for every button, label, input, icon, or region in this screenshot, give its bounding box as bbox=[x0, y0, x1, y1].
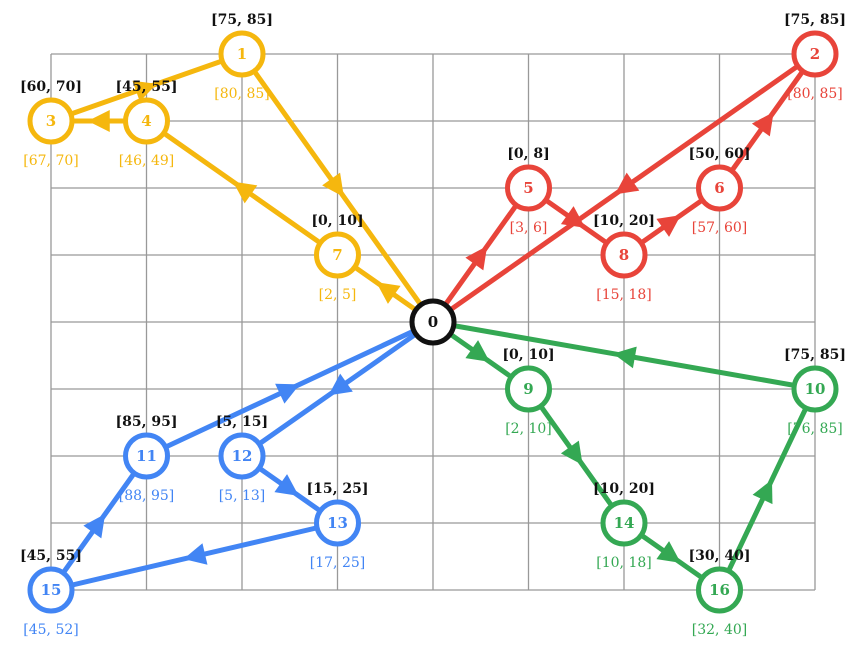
time-window-13: [15, 25] bbox=[307, 481, 369, 497]
node-1 bbox=[218, 30, 266, 78]
arrival-window-7: [2, 5] bbox=[319, 287, 357, 303]
arrowhead-2-0 bbox=[614, 172, 640, 195]
arrowhead-9-14 bbox=[560, 440, 583, 465]
arrival-window-5: [3, 6] bbox=[510, 220, 548, 236]
time-window-2: [75, 85] bbox=[784, 12, 846, 28]
arrowhead-3-1 bbox=[132, 80, 157, 102]
arrowhead-8-6 bbox=[656, 215, 681, 237]
node-label-7: 7 bbox=[332, 246, 342, 264]
arrival-window-2: [80, 85] bbox=[787, 86, 842, 102]
node-7 bbox=[314, 231, 361, 279]
arrival-window-3: [67, 70] bbox=[23, 153, 78, 169]
node-label-16: 16 bbox=[709, 581, 730, 599]
arrowhead-12-13 bbox=[274, 474, 299, 496]
arrival-window-14: [10, 18] bbox=[596, 555, 651, 571]
arrowhead-13-15 bbox=[183, 543, 208, 565]
node-label-3: 3 bbox=[46, 112, 56, 130]
time-window-5: [0, 8] bbox=[507, 146, 549, 162]
arrival-window-15: [45, 52] bbox=[23, 622, 78, 638]
node-6 bbox=[696, 164, 743, 212]
arrowhead-6-2 bbox=[751, 112, 774, 137]
time-window-9: [0, 10] bbox=[502, 347, 554, 363]
node-3 bbox=[27, 97, 75, 145]
time-window-7: [0, 10] bbox=[311, 213, 363, 229]
arrowhead-0-12 bbox=[328, 373, 353, 396]
node-15 bbox=[27, 566, 75, 614]
arrival-window-4: [46, 49] bbox=[119, 153, 174, 169]
arrowhead-1-0 bbox=[322, 172, 344, 197]
time-window-4: [45, 55] bbox=[116, 79, 178, 95]
arrival-window-8: [15, 18] bbox=[596, 287, 651, 303]
node-11 bbox=[123, 432, 170, 480]
node-label-2: 2 bbox=[810, 45, 820, 63]
time-window-8: [10, 20] bbox=[593, 213, 655, 229]
arrowhead-16-10 bbox=[752, 479, 773, 505]
node-label-9: 9 bbox=[523, 380, 533, 398]
arrival-window-10: [76, 85] bbox=[787, 421, 842, 437]
arrowhead-0-7 bbox=[376, 282, 401, 304]
arrowhead-7-4 bbox=[232, 181, 258, 204]
node-9 bbox=[505, 365, 552, 413]
time-window-15: [45, 55] bbox=[20, 548, 82, 564]
arrival-window-9: [2, 10] bbox=[505, 421, 552, 437]
node-12 bbox=[218, 432, 266, 480]
depot-node bbox=[409, 298, 457, 346]
node-13 bbox=[314, 499, 361, 547]
node-label-4: 4 bbox=[141, 112, 151, 130]
arrival-window-13: [17, 25] bbox=[310, 555, 365, 571]
node-label-10: 10 bbox=[805, 380, 826, 398]
arrival-window-11: [88, 95] bbox=[119, 488, 174, 504]
node-label-6: 6 bbox=[714, 179, 724, 197]
node-5 bbox=[505, 164, 552, 212]
node-2 bbox=[791, 30, 839, 78]
arrowhead-14-16 bbox=[656, 541, 681, 563]
arrowhead-11-0 bbox=[275, 383, 300, 404]
time-window-10: [75, 85] bbox=[784, 347, 846, 363]
time-window-12: [5, 15] bbox=[216, 414, 268, 430]
node-label-5: 5 bbox=[523, 179, 533, 197]
node-label-13: 13 bbox=[327, 514, 348, 532]
arrival-window-6: [57, 60] bbox=[692, 220, 747, 236]
arrival-window-12: [5, 13] bbox=[219, 488, 266, 504]
node-label-14: 14 bbox=[614, 514, 635, 532]
depot-label: 0 bbox=[428, 313, 438, 331]
arrowhead-0-5 bbox=[465, 246, 488, 271]
node-labels: [75, 85] [80, 85] [60, 70] [67, 70] [45, 55]… bbox=[20, 12, 846, 638]
arrival-window-16: [32, 40] bbox=[692, 622, 747, 638]
time-window-1: [75, 85] bbox=[211, 12, 273, 28]
time-window-14: [10, 20] bbox=[593, 481, 655, 497]
arrowhead-4-3 bbox=[87, 110, 110, 132]
node-label-11: 11 bbox=[136, 447, 157, 465]
arrowhead-10-0 bbox=[613, 346, 637, 369]
time-window-11: [85, 95] bbox=[116, 414, 178, 430]
node-label-1: 1 bbox=[237, 45, 247, 63]
arrowhead-0-9 bbox=[465, 340, 490, 362]
node-4 bbox=[123, 97, 170, 145]
node-14 bbox=[600, 499, 648, 547]
node-label-8: 8 bbox=[619, 246, 629, 264]
node-10 bbox=[791, 365, 839, 413]
node-8 bbox=[600, 231, 648, 279]
node-label-12: 12 bbox=[232, 447, 253, 465]
arrowhead-15-11 bbox=[83, 514, 106, 539]
time-window-16: [30, 40] bbox=[689, 548, 751, 564]
time-window-3: [60, 70] bbox=[20, 79, 82, 95]
node-label-15: 15 bbox=[41, 581, 62, 599]
time-window-6: [50, 60] bbox=[689, 146, 751, 162]
node-16 bbox=[696, 566, 743, 614]
arrival-window-1: [80, 85] bbox=[214, 86, 269, 102]
